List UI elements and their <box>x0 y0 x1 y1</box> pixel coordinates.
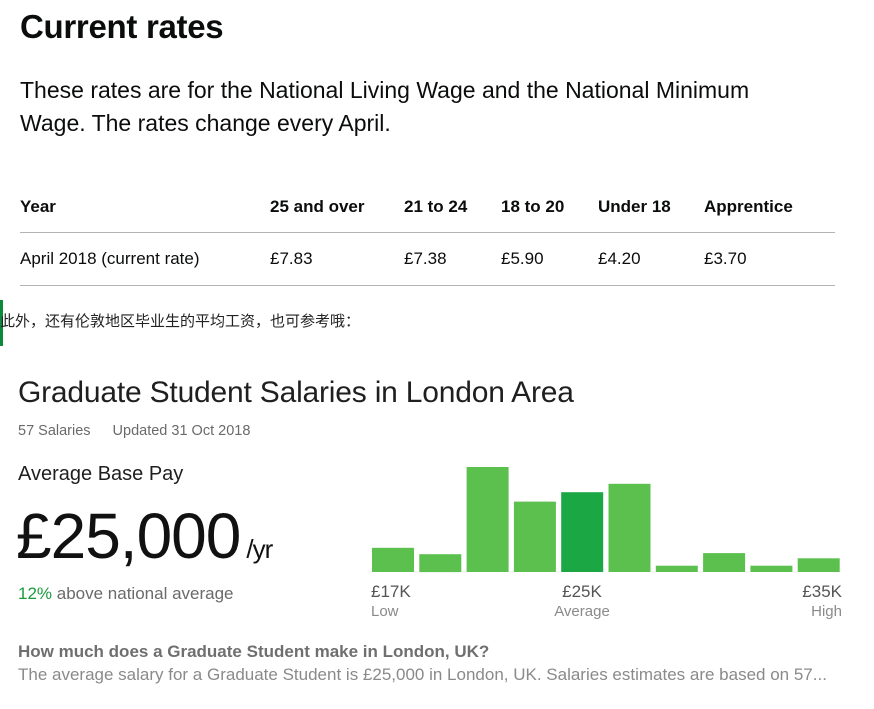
national-comparison: 12% above national average <box>18 584 234 604</box>
average-base-pay-label: Average Base Pay <box>18 463 184 485</box>
cell-year: April 2018 (current rate) <box>20 232 270 286</box>
axis-label-average: Average <box>554 603 610 620</box>
header-apprentice: Apprentice <box>704 182 835 233</box>
axis-label-high-value: £35K <box>802 582 842 601</box>
histogram-bar[interactable] <box>797 558 840 572</box>
header-year: Year <box>20 182 270 233</box>
histogram-bar[interactable] <box>703 553 746 572</box>
salary-title: Graduate Student Salaries in London Area <box>18 376 574 409</box>
axis-label-high: High <box>811 603 842 620</box>
header-25-and-over: 25 and over <box>270 182 404 233</box>
cell-21-to-24: £7.38 <box>404 232 501 286</box>
rates-intro: These rates are for the National Living … <box>20 77 750 136</box>
histogram-bar[interactable] <box>655 565 698 572</box>
average-amount: £25,000 <box>16 500 241 572</box>
header-18-to-20: 18 to 20 <box>501 182 598 233</box>
comparison-text: above national average <box>52 584 234 603</box>
histogram-bar[interactable] <box>750 565 793 572</box>
table-row: April 2018 (current rate) £7.83 £7.38 £5… <box>20 232 835 286</box>
cell-25-and-over: £7.83 <box>270 232 404 286</box>
histogram-bar[interactable] <box>466 467 509 572</box>
histogram-bar[interactable] <box>608 483 651 572</box>
histogram-bar[interactable] <box>372 547 414 572</box>
salary-histogram <box>372 467 840 573</box>
header-under-18: Under 18 <box>598 182 704 233</box>
faq-answer: The average salary for a Graduate Studen… <box>18 665 827 684</box>
average-base-pay-value: £25,000/yr <box>16 496 273 589</box>
page-title: Current rates <box>20 8 224 45</box>
histogram-bar-average[interactable] <box>561 492 604 572</box>
axis-label-low-value: £17K <box>371 582 411 601</box>
chinese-note: 此外，还有伦敦地区毕业生的平均工资，也可参考哦： <box>0 312 361 330</box>
cell-apprentice: £3.70 <box>704 232 835 286</box>
histogram-bar[interactable] <box>513 501 556 572</box>
table-header-row: Year 25 and over 21 to 24 18 to 20 Under… <box>20 182 835 233</box>
rates-table: Year 25 and over 21 to 24 18 to 20 Under… <box>20 182 835 286</box>
edge-marker <box>0 300 3 346</box>
axis-label-average-value: £25K <box>562 582 602 601</box>
cell-18-to-20: £5.90 <box>501 232 598 286</box>
faq-question[interactable]: How much does a Graduate Student make in… <box>18 642 490 661</box>
header-21-to-24: 21 to 24 <box>404 182 501 233</box>
average-unit: /yr <box>246 534 273 564</box>
salary-count[interactable]: 57 Salaries <box>18 423 91 439</box>
comparison-percent: 12% <box>18 584 53 603</box>
salary-meta: 57 Salaries Updated 31 Oct 2018 <box>18 423 250 439</box>
histogram-bar[interactable] <box>419 554 462 573</box>
cell-under-18: £4.20 <box>598 232 704 286</box>
updated-date: Updated 31 Oct 2018 <box>112 423 251 439</box>
axis-label-low: Low <box>371 603 399 620</box>
